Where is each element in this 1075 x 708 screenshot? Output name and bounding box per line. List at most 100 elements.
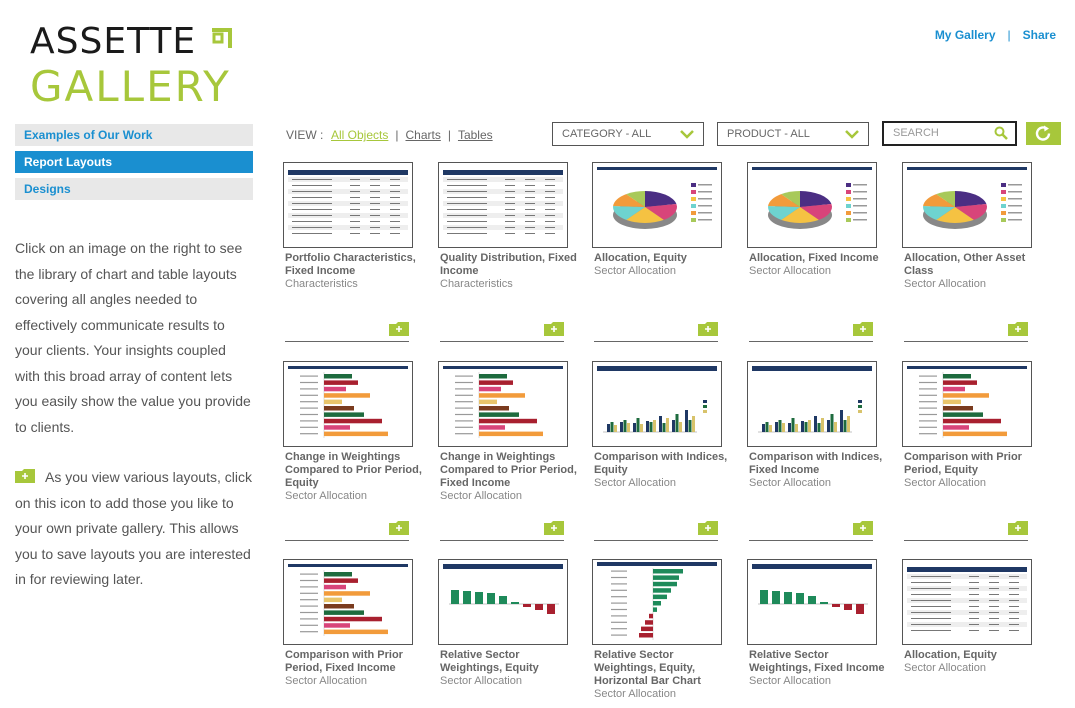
my-gallery-link[interactable]: My Gallery	[934, 28, 996, 42]
add-to-gallery-row	[904, 521, 1032, 541]
gallery-thumbnail[interactable]	[283, 361, 413, 447]
add-to-gallery-icon[interactable]	[544, 322, 564, 336]
gallery-card-category: Sector Allocation	[440, 490, 522, 502]
gallery-card-caption: Change in Weightings Compared to Prior P…	[285, 451, 425, 503]
gallery-card-title[interactable]: Change in Weightings Compared to Prior P…	[440, 451, 577, 489]
gallery-card-title[interactable]: Allocation, Equity	[904, 649, 997, 661]
gallery-thumbnail[interactable]	[902, 559, 1032, 645]
gallery-card-title[interactable]: Comparison with Prior Period, Fixed Inco…	[285, 649, 403, 674]
gallery-card-title[interactable]: Comparison with Indices, Equity	[594, 451, 728, 476]
thumbnail-preview-image	[443, 170, 563, 236]
gallery-card-caption: Allocation, Other Asset Class Sector Allo…	[904, 252, 1044, 291]
gallery-thumbnail[interactable]	[592, 361, 722, 447]
add-to-gallery-row	[904, 322, 1032, 342]
top-links-separator: |	[1007, 28, 1011, 42]
sidebar-item-report-layouts[interactable]: Report Layouts	[15, 151, 253, 173]
gallery-card-title[interactable]: Comparison with Prior Period, Equity	[904, 451, 1022, 476]
logo-line-1: ASSETTE	[30, 21, 197, 62]
logo-line-2: GALLERY	[30, 62, 231, 111]
thumbnail-preview-image	[597, 167, 717, 229]
divider	[904, 341, 1028, 342]
chevron-down-icon	[680, 130, 694, 139]
thumbnail-preview-image	[443, 564, 563, 614]
gallery-thumbnail[interactable]	[747, 361, 877, 447]
add-to-gallery-icon[interactable]	[853, 521, 873, 535]
add-to-gallery-icon[interactable]	[389, 521, 409, 535]
gallery-card-caption: Relative Sector Weightings, Equity Sector…	[440, 649, 580, 688]
gallery-card-category: Characteristics	[440, 278, 513, 290]
gallery-thumbnail[interactable]	[438, 559, 568, 645]
add-to-gallery-row	[440, 521, 568, 541]
add-to-gallery-row	[594, 521, 722, 541]
add-to-gallery-icon[interactable]	[1008, 322, 1028, 336]
sidebar-intro-text: Click on an image on the right to see th…	[15, 240, 251, 435]
add-to-gallery-row	[285, 322, 413, 342]
gallery-card-title[interactable]: Quality Distribution, Fixed Income	[440, 252, 577, 277]
sidebar-item-designs[interactable]: Designs	[15, 178, 253, 200]
gallery-card-title[interactable]: Allocation, Equity	[594, 252, 687, 264]
gallery-thumbnail[interactable]	[592, 559, 722, 645]
gallery-card-category: Sector Allocation	[285, 490, 367, 502]
view-all-objects-link[interactable]: All Objects	[331, 128, 389, 142]
search-placeholder: SEARCH	[893, 127, 939, 139]
view-charts-link[interactable]: Charts	[405, 128, 441, 142]
refresh-button[interactable]	[1026, 122, 1061, 145]
add-to-gallery-icon[interactable]	[389, 322, 409, 336]
add-to-gallery-icon[interactable]	[1008, 521, 1028, 535]
gallery-card-category: Sector Allocation	[904, 278, 986, 290]
gallery-card-category: Sector Allocation	[749, 675, 831, 687]
chevron-down-icon	[845, 130, 859, 139]
add-to-gallery-icon[interactable]	[698, 322, 718, 336]
gallery-card-caption: Change in Weightings Compared to Prior P…	[440, 451, 580, 503]
gallery-thumbnail[interactable]	[747, 162, 877, 248]
gallery-thumbnail[interactable]	[438, 162, 568, 248]
sidebar-nav: Examples of Our Work Report Layouts Desi…	[15, 124, 253, 205]
thumbnail-preview-image	[752, 366, 872, 433]
gallery-card-title[interactable]: Change in Weightings Compared to Prior P…	[285, 451, 422, 489]
gallery-thumbnail[interactable]	[283, 559, 413, 645]
divider	[594, 341, 718, 342]
gallery-card-caption: Allocation, Fixed Income Sector Allocatio…	[749, 252, 889, 278]
gallery-thumbnail[interactable]	[283, 162, 413, 248]
thumbnail-preview-image	[288, 564, 408, 636]
add-to-gallery-icon[interactable]	[853, 322, 873, 336]
gallery-card-category: Sector Allocation	[594, 477, 676, 489]
category-select[interactable]: CATEGORY - ALL	[552, 122, 704, 146]
view-tables-link[interactable]: Tables	[457, 128, 493, 142]
thumbnail-preview-image	[907, 366, 1027, 438]
gallery-card-caption: Quality Distribution, Fixed Income Charac…	[440, 252, 580, 291]
gallery-card-title[interactable]: Relative Sector Weightings, Equity	[440, 649, 539, 674]
search-input[interactable]: SEARCH	[882, 121, 1017, 146]
gallery-thumbnail[interactable]	[902, 361, 1032, 447]
gallery-thumbnail[interactable]	[592, 162, 722, 248]
gallery-card-caption: Portfolio Characteristics, Fixed Income C…	[285, 252, 425, 291]
thumbnail-preview-image	[907, 567, 1027, 633]
share-link[interactable]: Share	[1022, 28, 1056, 42]
divider	[749, 540, 873, 541]
gallery-thumbnail[interactable]	[747, 559, 877, 645]
gallery-card-title[interactable]: Allocation, Fixed Income	[749, 252, 879, 264]
gallery-card-category: Sector Allocation	[594, 265, 676, 277]
gallery-card-title[interactable]: Portfolio Characteristics, Fixed Income	[285, 252, 416, 277]
thumbnail-preview-image	[288, 366, 408, 438]
gallery-card-category: Sector Allocation	[285, 675, 367, 687]
add-to-gallery-icon[interactable]	[698, 521, 718, 535]
thumbnail-preview-image	[443, 366, 563, 438]
thumbnail-preview-image	[288, 170, 408, 236]
thumbnail-preview-image	[752, 564, 872, 614]
search-icon[interactable]	[994, 126, 1008, 140]
gallery-card-title[interactable]: Relative Sector Weightings, Fixed Income	[749, 649, 885, 674]
gallery-card-title[interactable]: Allocation, Other Asset Class	[904, 252, 1026, 277]
gallery-card-title[interactable]: Comparison with Indices, Fixed Income	[749, 451, 883, 476]
product-select[interactable]: PRODUCT - ALL	[717, 122, 869, 146]
gallery-thumbnail[interactable]	[438, 361, 568, 447]
add-to-gallery-row	[594, 322, 722, 342]
add-to-gallery-icon[interactable]	[544, 521, 564, 535]
gallery-thumbnail[interactable]	[902, 162, 1032, 248]
gallery-card-title[interactable]: Relative Sector Weightings, Equity, Hori…	[594, 649, 701, 687]
gallery-card-caption: Relative Sector Weightings, Equity, Hori…	[594, 649, 734, 701]
gallery-card-caption: Comparison with Prior Period, Fixed Inco…	[285, 649, 425, 688]
add-to-gallery-row	[285, 521, 413, 541]
sidebar-item-examples[interactable]: Examples of Our Work	[15, 124, 253, 146]
product-select-value: PRODUCT - ALL	[727, 128, 810, 140]
